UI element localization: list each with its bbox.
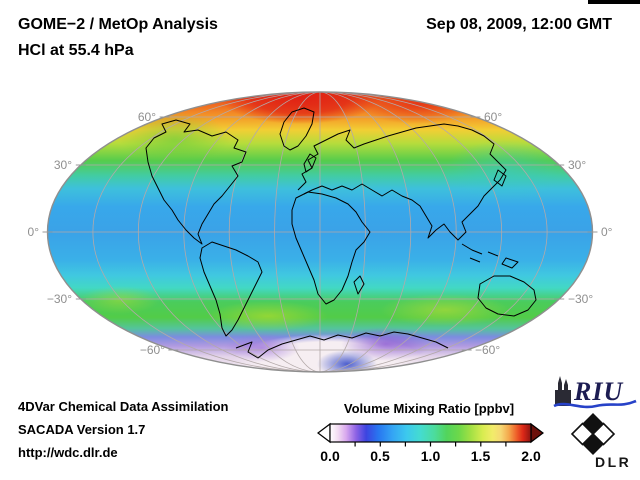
lat-label-right-30: 30° bbox=[568, 158, 586, 172]
footer-block: 4DVar Chemical Data Assimilation SACADA … bbox=[18, 399, 229, 468]
footer-line-assimilation: 4DVar Chemical Data Assimilation bbox=[18, 399, 229, 414]
dlr-logo-text: DLR bbox=[595, 454, 631, 470]
colorbar-tick-labels: 0.0 0.5 1.0 1.5 2.0 bbox=[309, 448, 549, 464]
colorbar-gradient bbox=[329, 423, 532, 443]
page-title: GOME−2 / MetOp Analysis bbox=[18, 16, 218, 33]
lat-labels: 60° 30° 0° −30° −60° 60° 30° 0° −30° −60… bbox=[28, 110, 613, 357]
timestamp: Sep 08, 2009, 12:00 GMT bbox=[426, 16, 612, 33]
tick-label-0.5: 0.5 bbox=[370, 448, 390, 464]
riu-logo-text: RIU bbox=[573, 377, 623, 406]
colorbar-title: Volume Mixing Ratio [ppbv] bbox=[343, 401, 515, 416]
lat-label-left-60: 60° bbox=[138, 110, 156, 124]
lat-label-right-60: 60° bbox=[484, 110, 502, 124]
tick-label-1.5: 1.5 bbox=[470, 448, 491, 464]
page-subtitle: HCl at 55.4 hPa bbox=[18, 42, 134, 59]
lat-label-left-m60: −60° bbox=[140, 343, 165, 357]
colorbar-ticks bbox=[354, 442, 507, 447]
coastlines bbox=[145, 107, 563, 359]
lat-label-right-0: 0° bbox=[601, 225, 613, 239]
tick-label-1.0: 1.0 bbox=[420, 448, 441, 464]
footer-line-version: SACADA Version 1.7 bbox=[18, 422, 146, 437]
lat-label-right-m60: −60° bbox=[475, 343, 500, 357]
lat-label-right-m30: −30° bbox=[568, 292, 593, 306]
lat-label-left-m30: −30° bbox=[47, 292, 72, 306]
title-block: GOME−2 / MetOp Analysis HCl at 55.4 hPa bbox=[18, 12, 218, 64]
dlr-logo: DLR bbox=[570, 413, 631, 470]
tick-label-2.0: 2.0 bbox=[521, 448, 541, 464]
top-right-black-bar bbox=[588, 0, 640, 4]
riu-wave-icon bbox=[553, 399, 637, 409]
riu-logo: RIU bbox=[553, 376, 637, 409]
footer-line-url: http://wdc.dlr.de bbox=[18, 445, 118, 460]
lat-label-left-30: 30° bbox=[54, 158, 72, 172]
lat-tick-dashes bbox=[42, 116, 598, 351]
tick-label-0.0: 0.0 bbox=[320, 448, 340, 464]
world-map: 60° 30° 0° −30° −60° 60° 30° 0° −30° −60… bbox=[28, 91, 613, 373]
riu-cathedral-icon bbox=[555, 376, 571, 406]
colorbar-left-arrow bbox=[317, 422, 331, 444]
lat-label-left-0: 0° bbox=[28, 225, 40, 239]
colorbar bbox=[317, 422, 544, 447]
dlr-emblem-icon bbox=[570, 413, 616, 455]
colorbar-right-arrow bbox=[530, 422, 544, 444]
